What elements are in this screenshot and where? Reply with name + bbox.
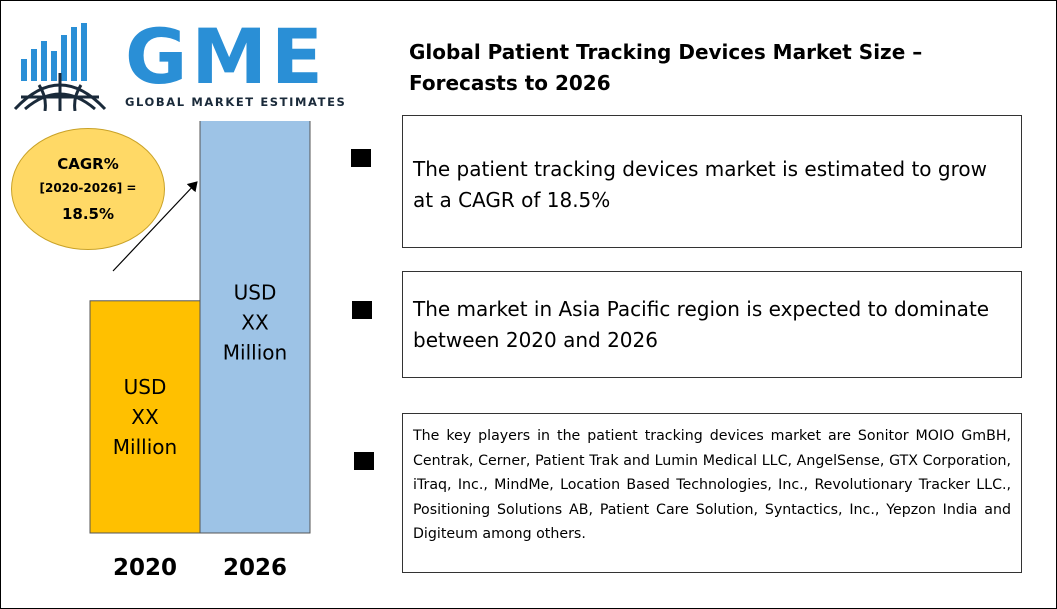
bullet-marker-2 (352, 301, 372, 319)
globe-with-bars-icon (13, 23, 107, 111)
cagr-label: CAGR% (57, 155, 119, 173)
insight-box-key-players: The key players in the patient tracking … (402, 413, 1022, 573)
logo-wordmark: GME (125, 12, 327, 101)
insight-box-region: The market in Asia Pacific region is exp… (402, 271, 1022, 378)
x-tick-label-2026: 2026 (223, 555, 287, 581)
bullet-marker-1 (351, 149, 371, 167)
trend-arrow (112, 181, 198, 272)
page-title: Global Patient Tracking Devices Market S… (409, 40, 923, 95)
insight-box-cagr: The patient tracking devices market is e… (402, 115, 1022, 248)
logo-subtitle: GLOBAL MARKET ESTIMATES (125, 95, 347, 109)
gme-logo: GME GLOBAL MARKET ESTIMATES (11, 15, 361, 111)
bar-value-label-2020: USD XX Million (113, 375, 177, 459)
bar-2020 (89, 300, 201, 534)
bar-value-label-2026: USD XX Million (223, 280, 287, 364)
x-tick-label-2020: 2020 (113, 555, 177, 581)
cagr-period: [2020-2026] = (39, 181, 137, 195)
market-size-bar-chart: USD XX Million 2020 USD XX Million 2026 (89, 121, 311, 581)
bar-2026 (199, 121, 311, 534)
cagr-value: 18.5% (61, 205, 115, 223)
bullet-marker-3 (354, 452, 374, 470)
cagr-bubble: CAGR% [2020-2026] = 18.5% (11, 128, 165, 250)
